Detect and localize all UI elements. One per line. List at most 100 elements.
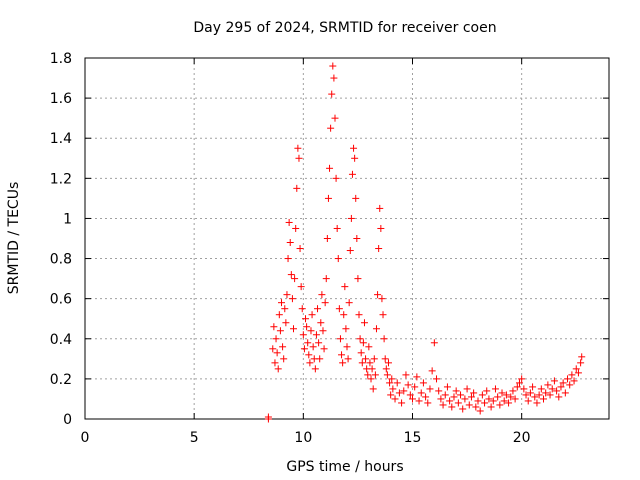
data-point xyxy=(505,399,513,407)
data-point xyxy=(305,351,313,359)
data-point xyxy=(352,194,360,202)
data-point xyxy=(279,343,287,351)
data-point xyxy=(402,371,410,379)
data-point xyxy=(491,385,499,393)
data-point xyxy=(314,305,322,313)
data-point xyxy=(329,62,337,70)
data-point xyxy=(296,245,304,253)
data-point xyxy=(341,283,349,291)
y-axis-label: SRMTID / TECUs xyxy=(6,182,22,295)
data-point xyxy=(290,325,298,333)
data-point xyxy=(555,393,563,401)
data-point xyxy=(522,391,530,399)
data-point xyxy=(328,90,336,98)
data-point xyxy=(439,401,447,409)
data-point xyxy=(500,397,508,405)
data-point xyxy=(272,335,280,343)
data-point xyxy=(564,375,572,383)
data-point xyxy=(461,395,469,403)
data-point xyxy=(483,387,491,395)
data-point xyxy=(323,235,331,242)
data-point xyxy=(489,397,497,405)
data-point xyxy=(379,311,387,319)
data-point xyxy=(426,385,434,393)
data-point xyxy=(366,359,374,367)
data-point xyxy=(388,375,396,383)
data-point xyxy=(474,397,482,405)
data-point xyxy=(384,359,392,367)
data-point xyxy=(542,389,550,397)
data-point xyxy=(335,305,343,313)
data-point xyxy=(448,403,456,411)
data-point xyxy=(428,367,436,375)
y-tick-label: 1.6 xyxy=(50,91,72,107)
data-point xyxy=(524,397,532,405)
data-point xyxy=(271,359,279,367)
data-point xyxy=(327,124,335,132)
data-point xyxy=(358,359,366,367)
x-tick-label: 0 xyxy=(81,430,90,446)
data-point xyxy=(520,385,528,393)
data-point xyxy=(278,299,285,307)
y-tick-labels: 0 0.2 0.4 0.6 0.8 1 1.2 1.4 1.6 1.8 xyxy=(50,51,72,428)
data-point xyxy=(287,271,295,279)
data-point xyxy=(454,399,462,407)
data-point xyxy=(298,305,306,313)
data-point xyxy=(389,385,397,393)
y-tick-label: 0.8 xyxy=(50,252,72,268)
data-point xyxy=(546,391,554,399)
data-point xyxy=(276,327,284,335)
data-point xyxy=(430,339,438,347)
data-point xyxy=(299,331,307,339)
y-tick-label: 1.4 xyxy=(50,131,72,147)
data-point xyxy=(386,379,394,387)
data-point xyxy=(354,275,362,283)
data-point xyxy=(415,397,423,405)
data-point xyxy=(372,325,380,333)
data-point xyxy=(294,144,302,152)
data-point xyxy=(377,224,385,232)
data-point xyxy=(417,389,425,397)
data-point xyxy=(515,379,523,387)
data-point xyxy=(518,375,526,383)
x-tick-label: 20 xyxy=(513,430,531,446)
data-point xyxy=(297,283,305,291)
data-point xyxy=(264,413,272,421)
data-point xyxy=(487,403,495,411)
data-point xyxy=(467,393,475,401)
data-point xyxy=(284,255,292,263)
data-point xyxy=(380,335,388,343)
data-point xyxy=(496,401,504,409)
data-point xyxy=(292,224,300,232)
data-point xyxy=(320,345,328,353)
data-point xyxy=(450,393,458,401)
data-point xyxy=(531,393,539,401)
data-point xyxy=(507,393,515,401)
data-point xyxy=(365,343,373,351)
data-point xyxy=(419,379,427,387)
data-point xyxy=(511,395,519,403)
data-point xyxy=(457,391,465,399)
data-point xyxy=(350,144,358,152)
data-point xyxy=(465,401,473,409)
data-point xyxy=(424,399,432,407)
data-point xyxy=(288,295,296,303)
data-point xyxy=(362,355,370,363)
data-point xyxy=(348,170,356,178)
data-point xyxy=(535,391,543,399)
data-point xyxy=(295,154,303,162)
data-point xyxy=(540,395,547,403)
data-point xyxy=(561,389,569,397)
data-point xyxy=(360,319,368,327)
data-point xyxy=(339,359,347,367)
data-point xyxy=(347,214,355,222)
data-point xyxy=(355,311,363,319)
data-point xyxy=(275,311,283,319)
data-point xyxy=(494,393,502,401)
data-point xyxy=(286,239,294,247)
data-point xyxy=(383,371,391,379)
data-point xyxy=(317,319,325,327)
y-tick-label: 1.2 xyxy=(50,171,72,187)
data-point xyxy=(374,291,382,299)
